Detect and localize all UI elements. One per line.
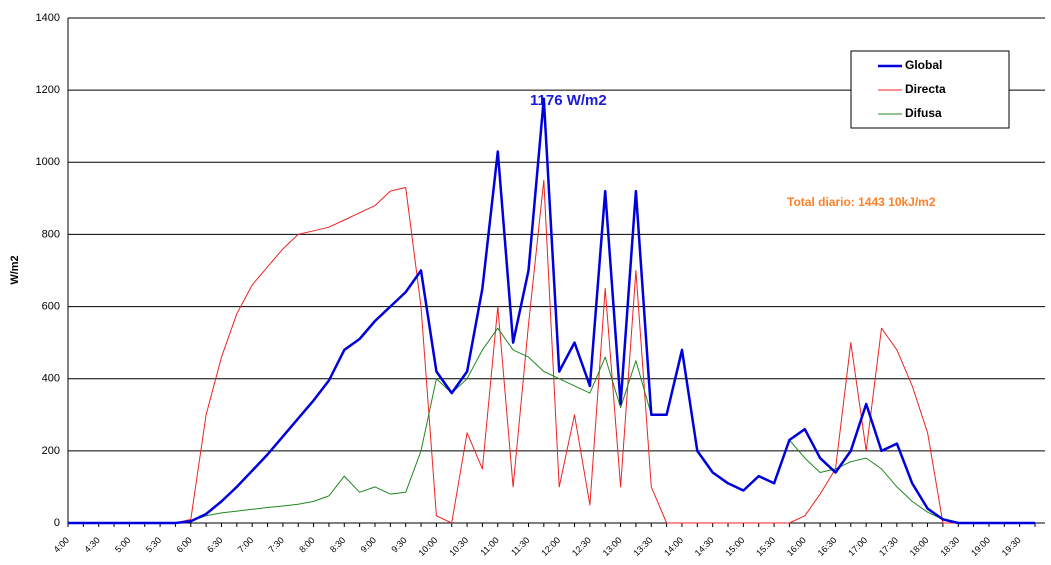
- x-tick-label: 7:00: [236, 535, 255, 554]
- y-tick-label: 1400: [36, 12, 60, 24]
- legend-label: Difusa: [905, 106, 942, 120]
- y-tick-label: 1000: [36, 156, 60, 168]
- y-axis-label: W/m2: [9, 255, 21, 284]
- y-tick-label: 800: [42, 228, 60, 240]
- x-tick-label: 10:00: [416, 535, 439, 558]
- x-tick-label: 8:00: [297, 535, 316, 554]
- x-tick-label: 9:00: [359, 535, 378, 554]
- x-tick-label: 19:30: [1000, 535, 1023, 558]
- x-tick-label: 14:00: [662, 535, 685, 558]
- x-tick-label: 4:30: [82, 535, 101, 554]
- x-tick-label: 13:00: [601, 535, 624, 558]
- x-tick-label: 15:30: [754, 535, 777, 558]
- x-tick-label: 15:00: [723, 535, 746, 558]
- x-tick-label: 12:00: [539, 535, 562, 558]
- x-tick-label: 7:30: [267, 535, 286, 554]
- series-line: [68, 179, 1035, 524]
- x-tick-label: 4:00: [52, 535, 71, 554]
- total-annotation: Total diario: 1443 10kJ/m2: [787, 195, 936, 209]
- x-tick-label: 18:30: [938, 535, 961, 558]
- x-tick-label: 10:30: [447, 535, 470, 558]
- x-tick-label: 5:00: [113, 535, 132, 554]
- y-tick-label: 200: [42, 445, 60, 457]
- legend-label: Global: [905, 58, 942, 72]
- y-tick-label: 1200: [36, 84, 60, 96]
- x-tick-label: 16:00: [785, 535, 808, 558]
- x-tick-label: 16:30: [816, 535, 839, 558]
- peak-annotation: 1176 W/m2: [530, 92, 607, 109]
- x-tick-label: 6:30: [205, 535, 224, 554]
- y-tick-label: 0: [54, 517, 60, 529]
- x-tick-label: 5:30: [144, 535, 163, 554]
- x-tick-label: 6:00: [174, 535, 193, 554]
- x-tick-label: 13:30: [631, 535, 654, 558]
- y-tick-label: 600: [42, 300, 60, 312]
- x-tick-label: 18:00: [908, 535, 931, 558]
- legend-box: [850, 50, 1010, 129]
- y-tick-label: 400: [42, 373, 60, 385]
- series-line: [68, 327, 1035, 524]
- x-tick-label: 9:30: [389, 535, 408, 554]
- x-tick-label: 8:30: [328, 535, 347, 554]
- x-tick-label: 14:30: [693, 535, 716, 558]
- x-tick-label: 17:00: [846, 535, 869, 558]
- legend: Global Directa Difusa: [850, 50, 1010, 129]
- x-tick-label: 11:30: [509, 535, 532, 558]
- x-tick-label: 17:30: [877, 535, 900, 558]
- series-line: [68, 97, 1035, 525]
- x-tick-label: 12:30: [570, 535, 593, 558]
- legend-label: Directa: [905, 82, 946, 96]
- x-tick-label: 19:00: [969, 535, 992, 558]
- x-tick-label: 11:00: [478, 535, 501, 558]
